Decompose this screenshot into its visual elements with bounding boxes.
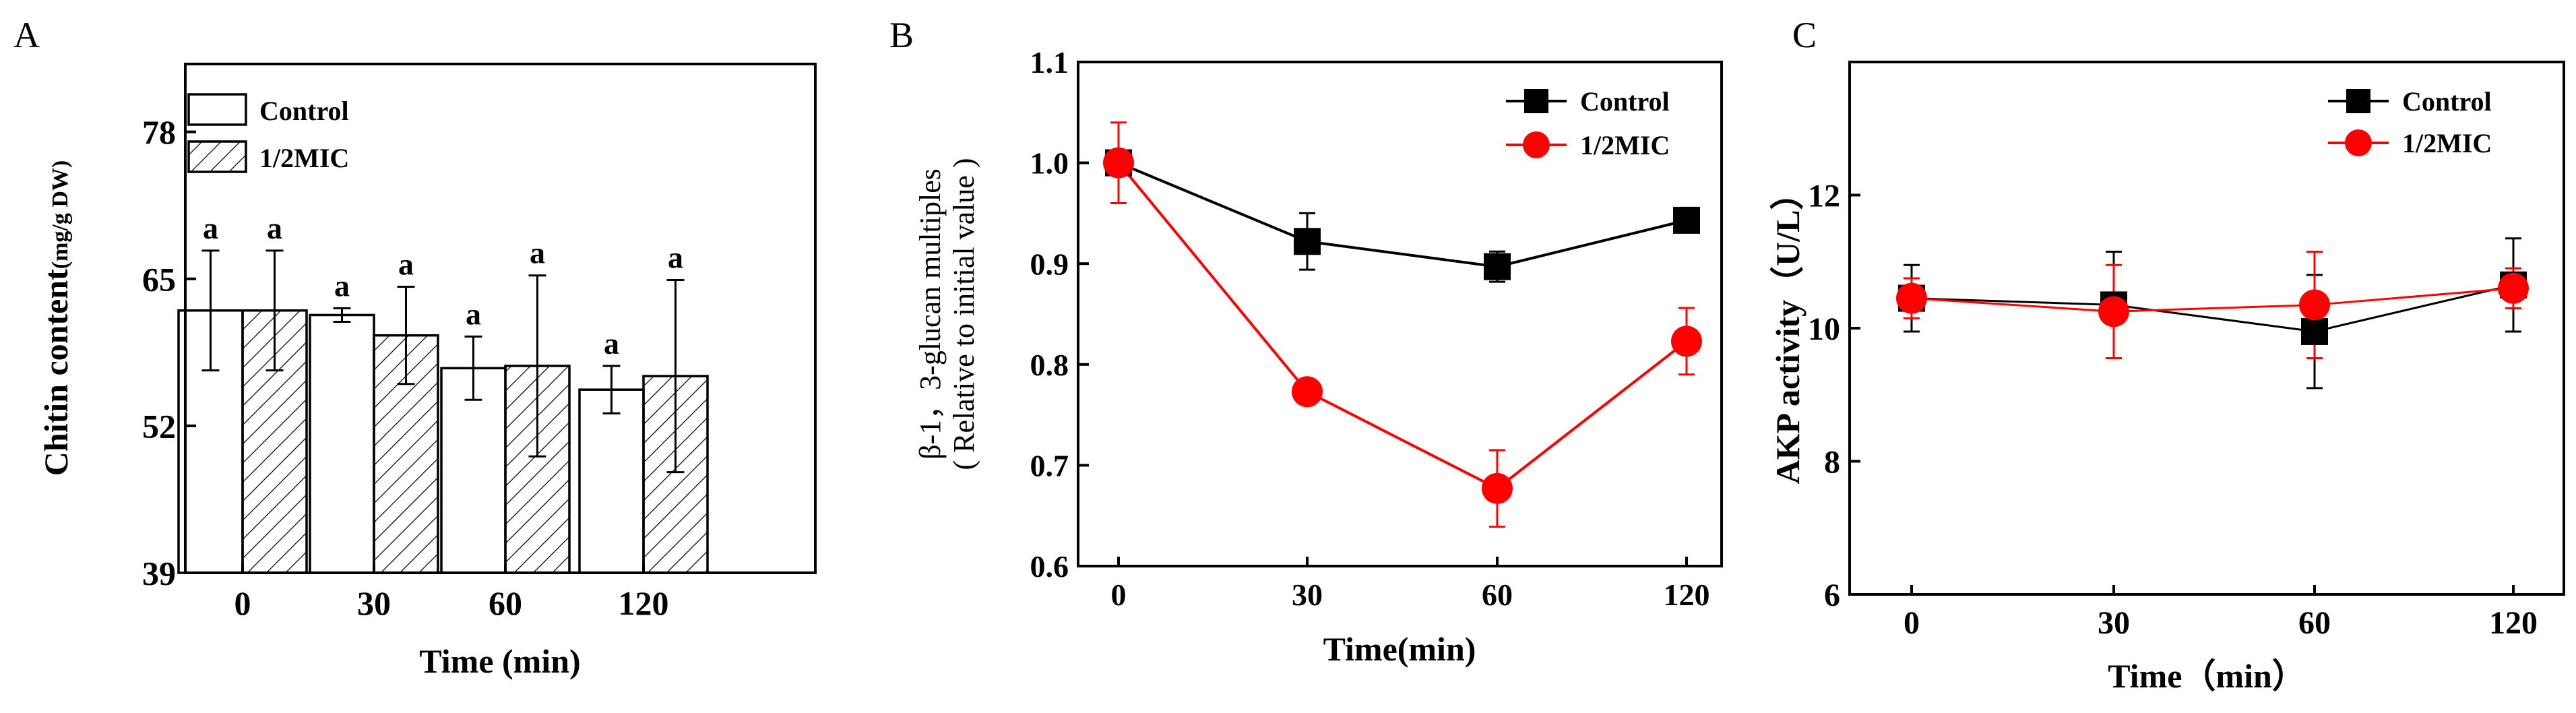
significance-letter: a <box>604 326 619 361</box>
panel-b-frame <box>1077 61 1723 567</box>
panel-a-ylabel: Chitin content(mg/g DW) <box>37 160 75 476</box>
panel-b-letter: B <box>889 15 914 55</box>
bar-control <box>440 367 507 574</box>
x-tick-label: 60 <box>1482 578 1513 612</box>
panel-c-xlabel: Time（min） <box>2108 657 2306 695</box>
significance-letter: a <box>398 247 414 282</box>
legend-marker-control <box>1524 89 1548 113</box>
legend-marker-control <box>2346 89 2370 113</box>
y-tick-label: 1.1 <box>1030 45 1069 80</box>
legend-label-treat: 1/2MIC <box>1580 130 1670 160</box>
panel-c: C 6 8 10 12 0 30 60 120 Control 1/2MIC Time（mi… <box>1769 15 2565 695</box>
significance-letter: a <box>530 236 545 270</box>
series-line-control <box>1911 284 2514 333</box>
x-tick-label: 0 <box>1111 578 1127 612</box>
panel-c-ylabel: AKP activity（U/L） <box>1769 177 1807 485</box>
significance-letter: a <box>334 268 350 303</box>
legend-swatch-treat <box>187 140 247 173</box>
data-point-control <box>2301 317 2328 345</box>
panel-a-legend: Control 1/2MIC <box>187 93 349 173</box>
significance-letter: a <box>267 211 282 245</box>
data-point-treat <box>2299 289 2330 321</box>
panel-b-ylabel-line2: ( Relative to initial value ) <box>947 158 980 470</box>
panel-c-letter: C <box>1792 15 1817 55</box>
legend-swatch-control <box>187 93 247 126</box>
data-point-treat <box>1482 472 1513 504</box>
y-tick-label: 0.7 <box>1030 449 1069 483</box>
x-tick-label: 60 <box>2298 605 2331 641</box>
y-tick-label: 52 <box>142 407 176 445</box>
panel-a-ylabel-main: Chitin content <box>37 269 75 476</box>
panel-a-frame <box>184 63 817 574</box>
y-tick-label: 0.8 <box>1030 348 1069 382</box>
series-line-treat <box>1911 287 2514 313</box>
x-tick-label: 120 <box>619 584 669 622</box>
significance-letter: a <box>466 297 481 331</box>
data-point-treat <box>1103 147 1134 179</box>
bar-control <box>578 388 645 574</box>
data-point-treat <box>1292 376 1323 408</box>
data-point-control <box>1294 228 1321 255</box>
legend-marker-treat <box>2345 129 2372 156</box>
legend-label-control: Control <box>1580 86 1670 117</box>
significance-letter: a <box>203 211 218 245</box>
legend-label-control: Control <box>2402 86 2492 117</box>
data-point-treat <box>1896 282 1927 314</box>
y-tick-label: 39 <box>142 555 176 592</box>
legend-label-treat: 1/2MIC <box>259 143 349 173</box>
x-tick-label: 30 <box>1292 578 1323 612</box>
x-tick-label: 30 <box>357 584 391 622</box>
data-point-control <box>1484 253 1511 280</box>
y-tick-label: 6 <box>1824 578 1840 613</box>
x-tick-label: 30 <box>2098 605 2130 641</box>
y-tick-label: 0.9 <box>1030 247 1069 281</box>
x-tick-label: 0 <box>1904 605 1920 641</box>
panel-b: B 0.6 0.7 0.8 0.9 1.0 1.1 0 30 60 120 Control 1/… <box>889 15 1723 668</box>
y-tick-label: 78 <box>142 113 176 151</box>
y-tick-label: 10 <box>1808 311 1840 347</box>
x-tick-label: 120 <box>1664 578 1710 612</box>
y-tick-label: 1.0 <box>1030 146 1069 181</box>
panel-c-legend: Control 1/2MIC <box>2328 86 2492 158</box>
series-line-control <box>1118 161 1687 268</box>
legend-marker-treat <box>1523 131 1550 158</box>
legend-label-control: Control <box>259 96 349 126</box>
panel-b-xlabel: Time(min) <box>1323 630 1476 668</box>
panel-a: A a a a a a a a a 39 52 65 78 0 30 60 120 Control 1/2… <box>13 15 817 680</box>
y-tick-label: 0.6 <box>1030 549 1069 584</box>
series-line-treat <box>1117 162 1688 491</box>
bar-treat <box>373 334 439 574</box>
svg-text:Chitin content(mg/g DW): Chitin content(mg/g DW) <box>37 160 75 476</box>
y-tick-label: 12 <box>1808 178 1840 214</box>
data-point-treat <box>1671 326 1702 357</box>
data-point-control <box>1673 206 1700 234</box>
panel-b-ylabel-line1: β-1，3-glucan multiples <box>914 168 947 460</box>
panel-b-legend: Control 1/2MIC <box>1506 86 1670 160</box>
x-tick-label: 120 <box>2489 605 2538 641</box>
panel-a-xlabel: Time (min) <box>419 642 580 680</box>
y-tick-label: 65 <box>142 260 176 298</box>
y-tick-label: 8 <box>1824 444 1840 480</box>
data-point-treat <box>2098 296 2129 328</box>
panel-a-ylabel-unit: (mg/g DW) <box>48 160 73 269</box>
panel-a-letter: A <box>13 15 40 55</box>
significance-letter: a <box>668 240 683 274</box>
data-point-treat <box>2498 272 2529 304</box>
x-tick-label: 0 <box>234 584 251 622</box>
x-tick-label: 60 <box>489 584 522 622</box>
legend-label-treat: 1/2MIC <box>2402 128 2492 158</box>
bar-control <box>309 313 375 574</box>
